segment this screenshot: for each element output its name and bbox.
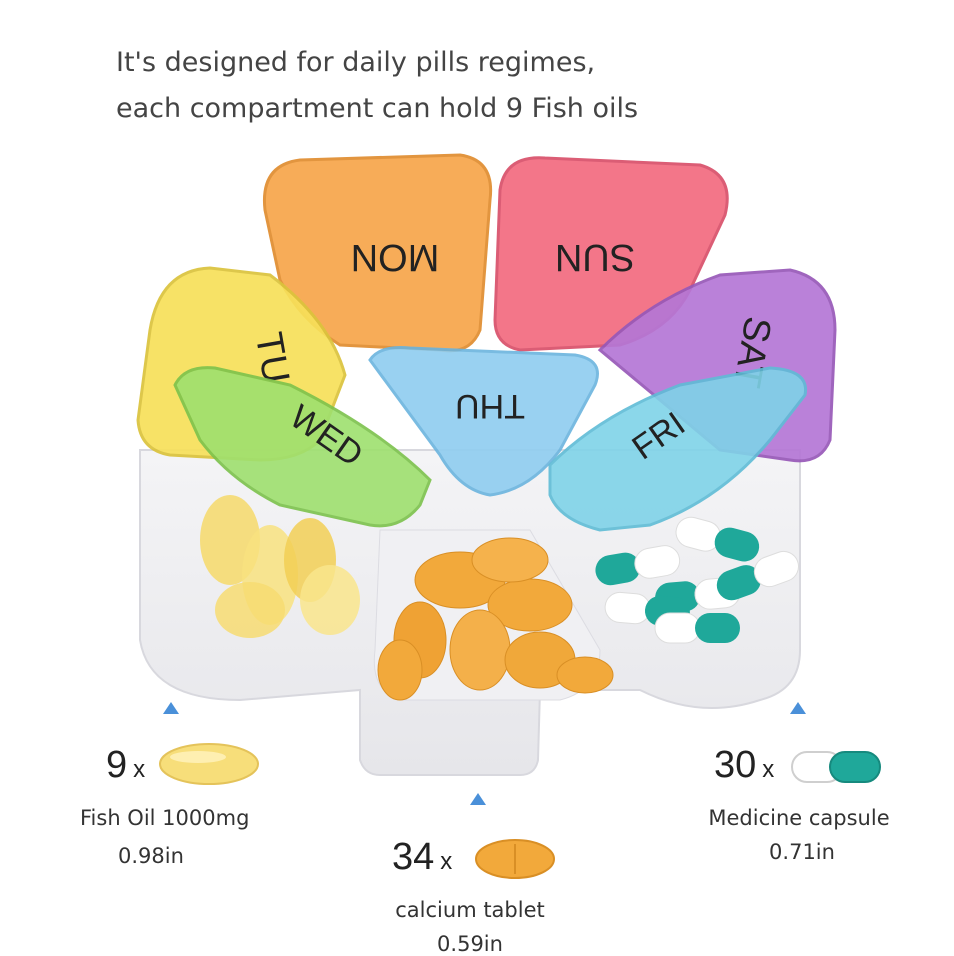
fish-oil-pointer-arrow: [163, 702, 179, 714]
lid-fri: FRI: [548, 366, 808, 532]
headline-line-2: each compartment can hold 9 Fish oils: [116, 93, 639, 124]
headline-line-1: It's designed for daily pills regimes,: [116, 47, 596, 78]
fish-oil-count: 9: [106, 744, 128, 786]
calcium-name: calcium tablet: [395, 898, 545, 922]
lid-label-thu: THU: [455, 387, 525, 425]
calcium-count: 34: [392, 836, 435, 878]
fish-oil-softgel-icon: [159, 743, 259, 785]
capsule-multiplier: x: [762, 756, 775, 783]
fish-oil-name: Fish Oil 1000mg: [80, 806, 250, 830]
lid-label-mon: MON: [351, 236, 440, 278]
fish-oil-multiplier: x: [133, 756, 146, 783]
calcium-tablet-icon: [475, 839, 555, 879]
organizer-base: [139, 449, 801, 776]
calcium-tablet-pile: [373, 529, 614, 701]
calcium-size: 0.59in: [437, 932, 503, 956]
medicine-capsule-icon: [791, 751, 881, 783]
fish-oil-size: 0.98in: [118, 844, 184, 868]
fish-oil-pile: [200, 495, 360, 638]
capsule-size: 0.71in: [769, 840, 835, 864]
calcium-pointer-arrow: [470, 793, 486, 805]
lid-thu: THU: [368, 346, 599, 497]
capsule-count: 30: [714, 744, 757, 786]
headline: It's designed for daily pills regimes, e…: [116, 40, 638, 132]
calcium-quantity: 34 x: [392, 836, 452, 879]
lid-label-sun: SUN: [555, 236, 635, 278]
capsule-pile: [595, 516, 799, 644]
capsule-pointer-arrow: [790, 702, 806, 714]
capsule-quantity: 30 x: [714, 744, 774, 787]
calcium-multiplier: x: [440, 848, 453, 875]
capsule-name: Medicine capsule: [708, 806, 890, 830]
